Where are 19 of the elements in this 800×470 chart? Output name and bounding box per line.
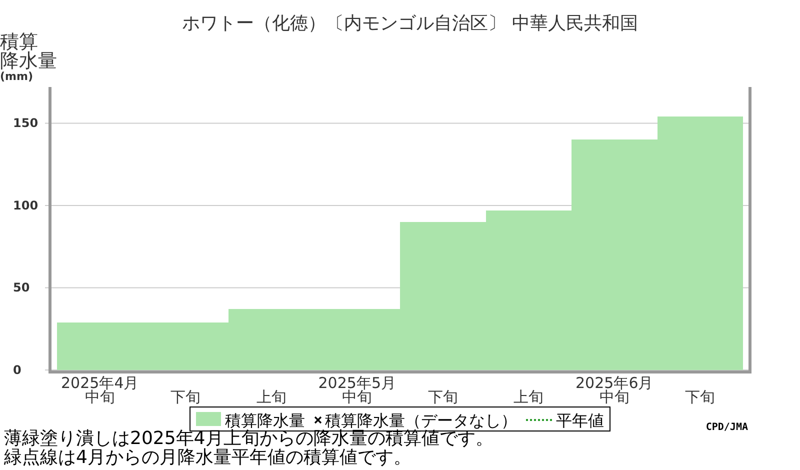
legend-label: 平年値 — [556, 411, 604, 430]
chart-title: ホワトー（化徳）〔内モンゴル自治区〕 中華人民共和国 — [182, 13, 638, 34]
y-tick-label: 50 — [13, 280, 30, 295]
y-tick-label: 150 — [13, 116, 38, 130]
y-tick-label: 0 — [13, 363, 22, 377]
x-tick-label: 2025年6月中旬 — [576, 374, 654, 406]
x-tick-label: 上旬 — [256, 388, 286, 406]
legend-label: 積算降水量（データなし） — [325, 411, 517, 430]
x-tick-label: 下旬 — [170, 388, 201, 406]
x-tick-label: 2025年4月中旬 — [61, 374, 139, 406]
legend-label: 積算降水量 — [225, 411, 305, 430]
x-tick-label: 下旬 — [685, 388, 716, 406]
x-tick-label: 下旬 — [428, 388, 458, 406]
x-tick-label: 2025年5月中旬 — [318, 374, 396, 406]
x-tick-label: 上旬 — [514, 388, 544, 406]
text: CPD/JMA — [706, 422, 748, 433]
text: 緑点線は4月からの月降水量平年値の積算値です。 — [3, 447, 412, 468]
y-tick-label: 100 — [13, 198, 38, 212]
y-axis-title: 積算降水量(mm) — [0, 31, 57, 83]
